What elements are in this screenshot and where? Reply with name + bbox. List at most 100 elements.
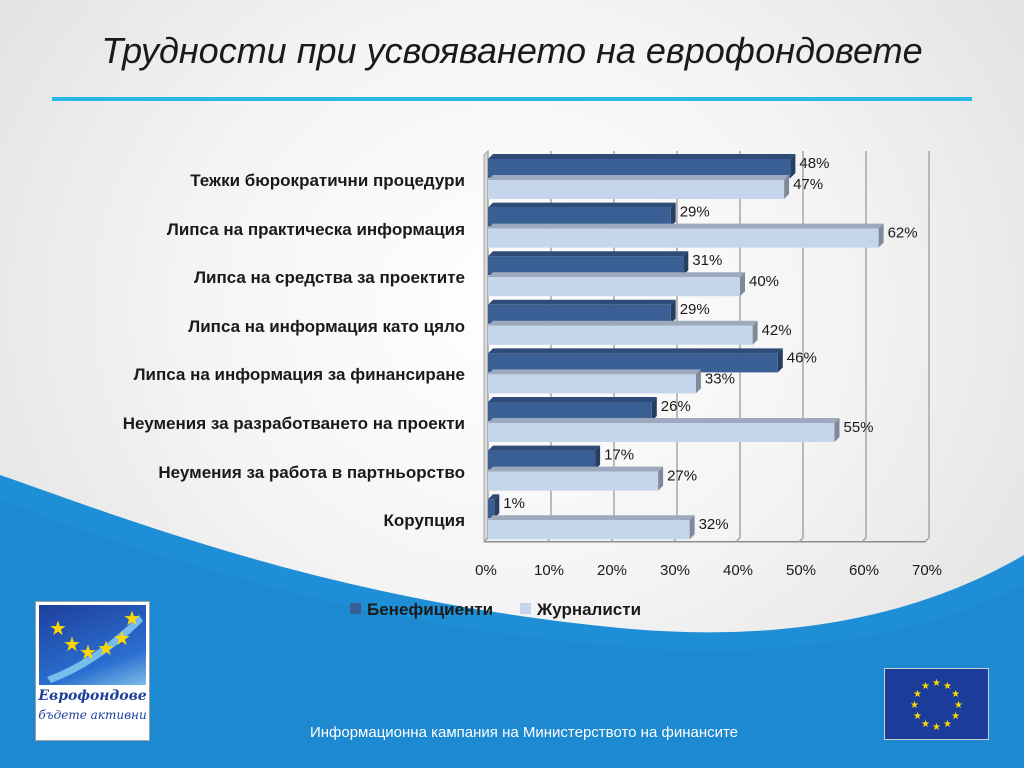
category-label: Корупция	[383, 511, 465, 531]
chart-legend: Бенефициенти Журналисти	[350, 600, 663, 620]
bar-journalists-side	[740, 272, 745, 297]
bar-beneficiaries-top	[488, 445, 601, 451]
legend-item-journalists: Журналисти	[519, 600, 642, 620]
logo-line1: Еврофондове	[38, 688, 147, 704]
eu-star: ★	[954, 700, 963, 711]
bar-journalists	[488, 228, 879, 248]
data-label: 40%	[749, 273, 779, 290]
svg-text:★: ★	[97, 638, 115, 660]
bar-beneficiaries	[488, 256, 684, 276]
bar-journalists-side	[834, 418, 840, 442]
data-label: 17%	[604, 447, 634, 464]
bar-journalists	[488, 325, 753, 345]
legend-label-journalists: Журналисти	[536, 600, 642, 619]
data-label: 1%	[503, 495, 525, 512]
svg-text:★: ★	[49, 618, 67, 640]
bar-journalists	[488, 374, 696, 394]
eu-star: ★	[921, 681, 930, 692]
bar-journalists-top	[488, 223, 884, 229]
bar-beneficiaries	[488, 499, 495, 519]
category-label: Липса на информация за финансиране	[133, 365, 465, 385]
data-label: 27%	[667, 468, 697, 485]
legend-label-beneficiaries: Бенефициенти	[367, 600, 494, 619]
bar-beneficiaries	[488, 402, 652, 421]
bar-journalists	[488, 423, 835, 442]
x-tick-label: 0%	[475, 562, 497, 579]
bar-beneficiaries-side	[494, 494, 500, 519]
bar-beneficiaries-top	[488, 397, 657, 402]
gridline	[735, 151, 741, 543]
bar-journalists-top	[488, 175, 790, 180]
bar-beneficiaries	[488, 207, 671, 227]
data-label: 29%	[680, 301, 710, 318]
x-tick-label: 10%	[534, 562, 564, 579]
x-tick-label: 70%	[912, 562, 942, 579]
eu-star: ★	[921, 719, 930, 730]
eu-star: ★	[932, 722, 941, 733]
bar-beneficiaries-side	[595, 445, 601, 470]
x-tick-label: 40%	[723, 562, 753, 579]
eu-star: ★	[913, 689, 922, 700]
title-underline	[52, 97, 972, 101]
eu-star: ★	[943, 681, 952, 692]
bar-beneficiaries-top	[488, 202, 676, 208]
bar-journalists	[488, 471, 659, 491]
category-label: Тежки бюрократични процедури	[190, 171, 465, 190]
bar-journalists	[488, 277, 740, 297]
eurofunds-logo: ★ ★ ★ ★ ★ ★ Еврофондове бъдете активни	[35, 601, 150, 741]
svg-text:★: ★	[79, 642, 97, 664]
eu-star: ★	[943, 719, 952, 730]
legend-swatch-beneficiaries	[350, 603, 361, 614]
gridline	[924, 151, 930, 543]
bar-beneficiaries	[488, 450, 596, 470]
data-label: 32%	[699, 516, 729, 533]
data-label: 48%	[799, 155, 829, 172]
legend-swatch-journalists	[519, 603, 531, 614]
gridline	[798, 151, 804, 543]
bar-beneficiaries-side	[670, 202, 676, 227]
category-label: Неумения за разработването на проекти	[122, 414, 465, 433]
category-label: Липса на средства за проектите	[194, 268, 465, 288]
bar-journalists-side	[689, 515, 695, 540]
x-tick-label: 50%	[786, 562, 816, 579]
svg-text:★: ★	[63, 634, 81, 656]
bar-beneficiaries-top	[488, 299, 676, 305]
svg-text:★: ★	[113, 628, 131, 650]
bar-beneficiaries-side	[790, 154, 796, 178]
legend-item-beneficiaries: Бенефициенти	[350, 600, 493, 620]
eu-star: ★	[910, 700, 919, 711]
footer-text: Информационна кампания на Министерството…	[309, 724, 739, 741]
bar-beneficiaries	[488, 304, 671, 324]
data-label: 31%	[692, 252, 722, 269]
data-label: 46%	[787, 349, 817, 366]
bar-beneficiaries-side	[683, 251, 689, 276]
bar-journalists-top	[488, 272, 745, 278]
data-label: 62%	[888, 225, 918, 242]
logo-text: Еврофондове бъдете активни	[36, 684, 149, 722]
bar-journalists-top	[488, 418, 840, 423]
data-label: 33%	[705, 370, 735, 387]
x-tick-label: 30%	[660, 562, 690, 579]
bar-journalists	[488, 520, 690, 540]
bar-journalists-side	[658, 466, 664, 491]
category-label: Липса на информация като цяло	[188, 316, 465, 336]
logo-line2: бъдете активни	[38, 708, 147, 722]
bar-journalists-side	[784, 175, 790, 199]
category-label: Неумения за работа в партньорство	[158, 462, 465, 482]
bar-beneficiaries-side	[651, 397, 657, 421]
eu-flag: ★ ★ ★ ★ ★ ★ ★ ★ ★ ★ ★ ★	[884, 668, 989, 740]
logo-emblem: ★ ★ ★ ★ ★ ★	[39, 605, 146, 685]
bar-journalists-top	[488, 466, 664, 472]
eu-star: ★	[951, 711, 960, 722]
x-tick-label: 60%	[849, 562, 879, 579]
bar-journalists-top	[488, 320, 758, 326]
x-tick-label: 20%	[597, 562, 627, 579]
bar-journalists	[488, 180, 785, 199]
page-title: Трудности при усвояването на еврофондове…	[101, 30, 923, 71]
bar-beneficiaries-top	[488, 494, 500, 500]
bar-beneficiaries	[488, 353, 778, 373]
eu-star: ★	[913, 711, 922, 722]
eu-star: ★	[932, 678, 941, 689]
bar-beneficiaries-top	[488, 251, 689, 257]
